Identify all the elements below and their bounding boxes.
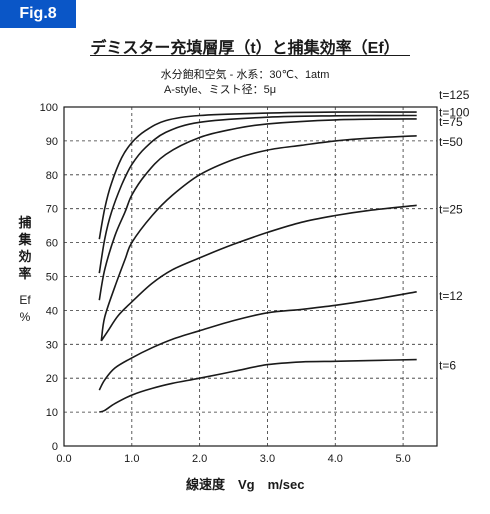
x-tick-label: 0.0 bbox=[56, 453, 71, 465]
y-tick-label: 80 bbox=[46, 170, 58, 182]
curve-t-100 bbox=[98, 114, 417, 274]
chart-subtitle-conditions: 水分飽和空気 - 水系：30℃、1atm bbox=[160, 69, 330, 81]
curve-t-25 bbox=[100, 204, 417, 342]
series-label-t-100: t=100 bbox=[439, 105, 470, 119]
curve-t-12 bbox=[98, 291, 417, 391]
y-tick-label: 0 bbox=[52, 441, 58, 453]
y-axis-label: 捕集効率 bbox=[18, 215, 32, 281]
y-tick-label: 60 bbox=[46, 238, 58, 250]
curve-t-125 bbox=[98, 111, 417, 240]
x-tick-label: 3.0 bbox=[260, 453, 275, 465]
x-axis-label: 線速度 Vg m/sec bbox=[186, 477, 305, 492]
series-label-t-6: t=6 bbox=[439, 359, 456, 373]
series-label-t-25: t=25 bbox=[439, 202, 463, 216]
title-underline bbox=[90, 55, 410, 56]
x-tick-label: 1.0 bbox=[124, 453, 139, 465]
x-tick-label: 5.0 bbox=[395, 453, 410, 465]
series-label-t-75: t=75 bbox=[439, 115, 463, 129]
chart-subtitle-style: A-style、ミスト径：5μ bbox=[163, 84, 277, 96]
curve-t-6 bbox=[99, 358, 417, 413]
y-tick-label: 40 bbox=[46, 305, 58, 317]
y-tick-label: 70 bbox=[46, 204, 58, 216]
series-label-t-50: t=50 bbox=[439, 135, 463, 149]
y-axis-unit: Ef % bbox=[19, 293, 31, 324]
y-tick-label: 10 bbox=[46, 407, 58, 419]
curve-t-75 bbox=[98, 118, 417, 301]
y-tick-label: 30 bbox=[46, 339, 58, 351]
chart-title: デミスター充填層厚（t）と捕集効率（Ef） bbox=[90, 40, 400, 57]
figure-badge: Fig.8 bbox=[0, 0, 76, 28]
y-tick-label: 50 bbox=[46, 272, 58, 284]
y-tick-label: 90 bbox=[46, 136, 58, 148]
series-label-t-125: t=125 bbox=[439, 88, 470, 102]
y-tick-label: 100 bbox=[40, 102, 58, 114]
x-tick-label: 4.0 bbox=[328, 453, 343, 465]
curve-t-50 bbox=[100, 135, 417, 342]
series-label-t-12: t=12 bbox=[439, 289, 463, 303]
y-tick-label: 20 bbox=[46, 373, 58, 385]
x-tick-label: 2.0 bbox=[192, 453, 207, 465]
